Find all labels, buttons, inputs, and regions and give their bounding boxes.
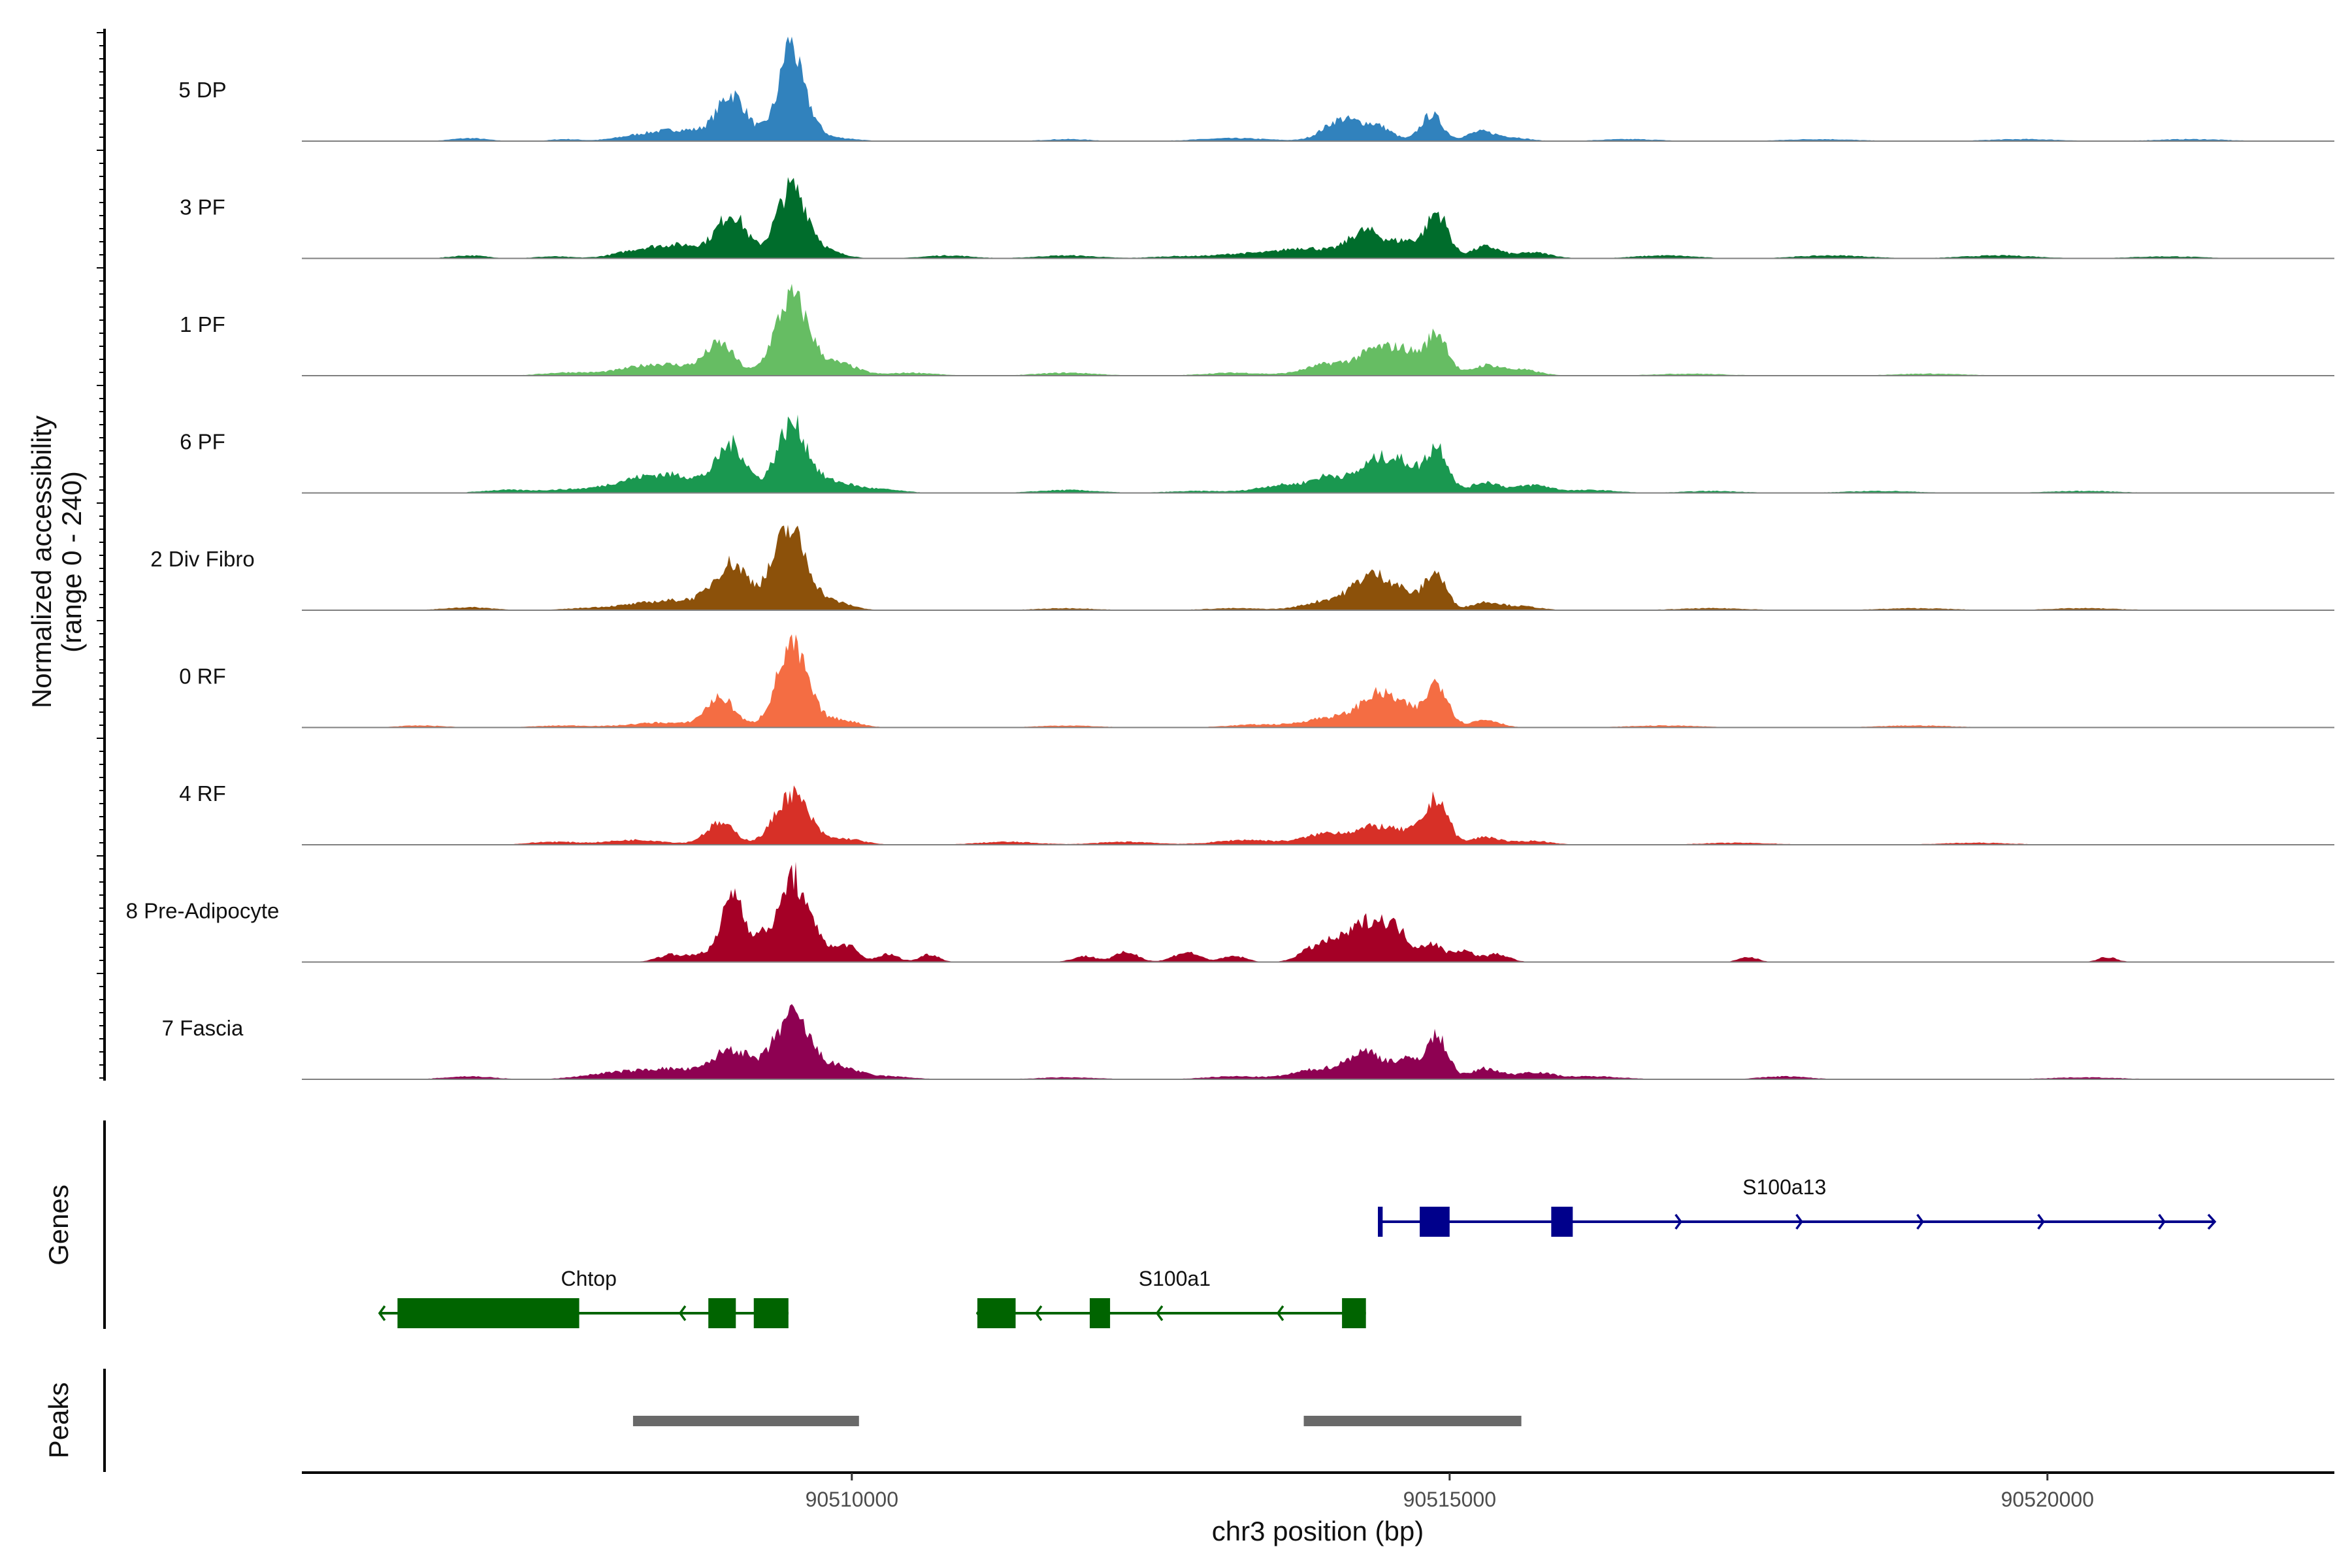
track-label: 1 PF <box>180 312 225 336</box>
track-area-5-dp <box>302 37 2334 141</box>
track-area-2-div-fibro <box>302 525 2334 610</box>
track-7-fascia: 7 Fascia <box>162 1004 2334 1080</box>
exon <box>977 1298 1016 1328</box>
gene-label: S100a1 <box>1139 1267 1211 1290</box>
exon <box>753 1298 789 1328</box>
gene-s100a13: S100a13 <box>1378 1175 2217 1237</box>
gene-annotations: S100a13 Chtop S100a1 <box>378 1175 2217 1328</box>
track-4-rf: 4 RF <box>179 781 2334 845</box>
genes-panel-title: Genes <box>43 1184 74 1266</box>
track-6-pf: 6 PF <box>180 414 2334 494</box>
strand-arrow <box>1034 1305 1043 1322</box>
track-area-1-pf <box>302 284 2334 376</box>
strand-arrow <box>1795 1213 1803 1230</box>
peak-region-bar <box>632 1416 859 1426</box>
gene-label: Chtop <box>561 1267 617 1290</box>
track-2-div-fibro: 2 Div Fibro <box>150 525 2334 611</box>
track-area-3-pf <box>302 177 2334 259</box>
strand-arrow <box>1155 1305 1164 1322</box>
x-tick-label: 90515000 <box>1403 1488 1496 1511</box>
x-axis-title: chr3 position (bp) <box>1212 1516 1424 1546</box>
track-area-0-rf <box>302 634 2334 728</box>
track-label: 8 Pre-Adipocyte <box>126 899 280 923</box>
y-axis-title-line1: Normalized accessibility <box>26 416 57 708</box>
exon <box>1551 1207 1573 1237</box>
strand-arrow <box>1276 1305 1284 1322</box>
strand-arrow <box>2037 1213 2045 1230</box>
x-tick-label: 90520000 <box>2001 1488 2094 1511</box>
exon <box>1089 1298 1111 1328</box>
track-label: 2 Div Fibro <box>150 547 255 571</box>
track-5-dp: 5 DP <box>178 37 2334 142</box>
track-label: 6 PF <box>180 430 225 454</box>
x-tick-label: 90510000 <box>806 1488 898 1511</box>
exon <box>397 1298 580 1328</box>
track-area-8-pre-adipocyte <box>302 862 2334 962</box>
y-axis-title-line2: (range 0 - 240) <box>56 471 87 653</box>
track-8-pre-adipocyte: 8 Pre-Adipocyte <box>126 862 2334 963</box>
track-1-pf: 1 PF <box>180 284 2334 376</box>
track-label: 0 RF <box>179 664 226 689</box>
exon <box>1342 1298 1366 1328</box>
exon <box>708 1298 736 1328</box>
track-area-7-fascia <box>302 1004 2334 1079</box>
coverage-tracks: 5 DP 3 PF 1 PF 6 PF 2 Div Fibro 0 RF 4 RF 8 Pre… <box>126 37 2334 1080</box>
track-area-6-pf <box>302 414 2334 493</box>
strand-arrow <box>1916 1213 1924 1230</box>
peaks-panel-title: Peaks <box>43 1382 74 1459</box>
track-label: 3 PF <box>180 195 225 220</box>
exon <box>1378 1207 1383 1237</box>
x-axis-ticks: 90510000 90515000 90520000 <box>806 1473 2094 1511</box>
track-label: 4 RF <box>179 781 226 806</box>
gene-label: S100a13 <box>1742 1175 1826 1199</box>
peak-regions <box>632 1416 1522 1426</box>
strand-arrow <box>2158 1213 2166 1230</box>
track-0-rf: 0 RF <box>179 634 2334 728</box>
gene-s100a1: S100a1 <box>975 1267 1366 1328</box>
track-area-4-rf <box>302 785 2334 845</box>
strand-arrow <box>2207 1213 2217 1230</box>
strand-arrow <box>378 1305 386 1322</box>
track-label: 5 DP <box>178 78 226 102</box>
coverage-y-axis-ticks <box>97 32 105 1079</box>
strand-arrow <box>678 1305 687 1322</box>
track-label: 7 Fascia <box>162 1016 244 1040</box>
peak-region-bar <box>1303 1416 1522 1426</box>
gene-chtop: Chtop <box>378 1267 789 1328</box>
exon <box>1420 1207 1450 1237</box>
track-3-pf: 3 PF <box>180 177 2334 259</box>
strand-arrow <box>1674 1213 1682 1230</box>
